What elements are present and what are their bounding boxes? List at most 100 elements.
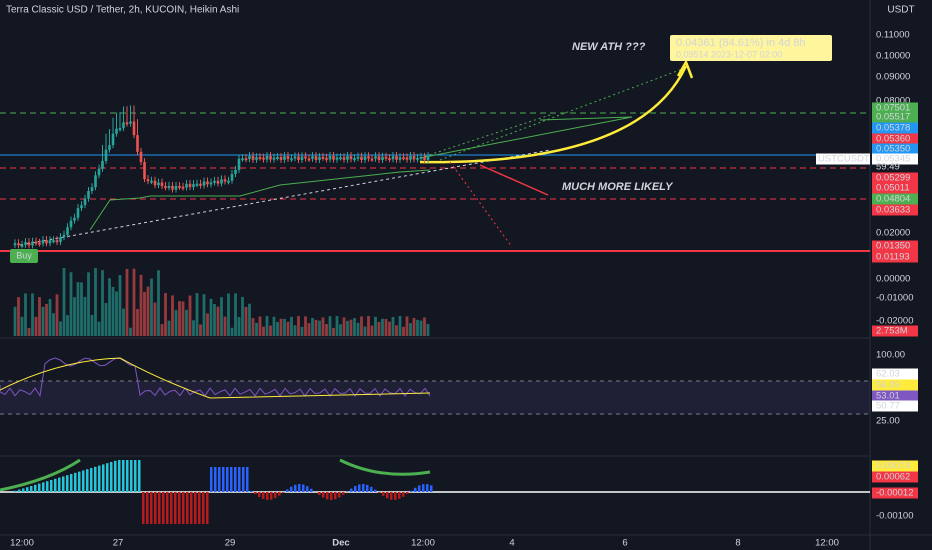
volume-bar: [223, 316, 227, 336]
volume-bar: [258, 316, 262, 336]
supertrend: [89, 169, 431, 231]
candle: [153, 180, 157, 186]
macd-hist: [162, 492, 165, 524]
candle: [55, 240, 59, 243]
volume-bar: [398, 316, 402, 336]
rsi-axis-label: 62.03: [876, 369, 900, 380]
candle: [136, 135, 139, 152]
volume-bar: [55, 294, 59, 336]
candle: [66, 227, 69, 235]
macd-hist: [154, 492, 157, 524]
macd-hist: [14, 490, 17, 492]
candle: [248, 156, 251, 160]
measure-box: [670, 35, 832, 61]
volume-bar: [388, 321, 391, 336]
time-axis-label: Dec: [332, 538, 349, 549]
volume-bar: [374, 316, 377, 336]
candle: [391, 156, 395, 160]
time-axis-label: 6: [622, 538, 627, 549]
candle: [59, 237, 62, 242]
macd-hist: [118, 460, 121, 492]
macd-hist: [46, 481, 49, 492]
price-axis-label: 59:49: [876, 162, 900, 173]
title: Terra Classic USD / Tether, 2h, KUCOIN, …: [6, 5, 239, 16]
volume-bar: [265, 316, 269, 336]
price-tag: [872, 111, 918, 123]
volume-bar: [195, 293, 199, 336]
candle: [188, 183, 192, 188]
ath-curve: [419, 65, 688, 164]
macd-hist: [430, 485, 433, 492]
candle: [269, 156, 272, 160]
candle: [402, 157, 405, 160]
volume-bar: [363, 326, 367, 336]
macd-hist: [58, 477, 61, 492]
volume-bar: [192, 320, 195, 336]
volume-bar: [45, 303, 48, 336]
macd-hist: [138, 460, 141, 492]
rsi-axis-label: 25.00: [876, 416, 900, 427]
macd-axis-label: 0.00074: [876, 461, 910, 472]
volume-bar: [13, 306, 17, 336]
candle: [73, 217, 76, 221]
macd-hist: [170, 492, 173, 524]
volume-bar: [62, 268, 66, 336]
macd-hist: [94, 466, 97, 492]
price-axis-label: 0.05299: [876, 173, 910, 184]
candle: [20, 244, 24, 247]
volume-bar: [181, 301, 185, 336]
candle: [27, 242, 31, 246]
volume-bar: [384, 318, 388, 336]
volume-bar: [202, 294, 206, 336]
candle: [262, 157, 265, 160]
price-tag: [872, 204, 918, 216]
price-tag: [872, 379, 918, 391]
volume-bar: [76, 282, 80, 336]
candle: [111, 133, 115, 146]
macd-hist: [230, 467, 233, 492]
candle: [325, 157, 328, 160]
volume-bar: [73, 297, 76, 336]
volume-bar: [146, 286, 150, 336]
time-axis-label: 12:00: [10, 538, 34, 549]
macd-hist: [298, 484, 301, 492]
price-axis-label: 0.05345: [876, 154, 910, 165]
macd-hist: [406, 492, 409, 494]
volume-bar: [269, 325, 272, 336]
candle: [272, 157, 276, 160]
candle: [360, 156, 363, 160]
volume-bar: [367, 316, 370, 336]
candle: [416, 157, 419, 160]
candle: [388, 158, 391, 161]
volume-bar: [290, 316, 293, 336]
candle: [160, 182, 164, 187]
volume-bar: [20, 316, 24, 336]
candle: [87, 190, 90, 199]
candle: [209, 182, 213, 185]
volume-bar: [38, 297, 41, 336]
candle: [409, 156, 412, 160]
volume-bar: [139, 274, 143, 336]
volume-bar: [66, 315, 69, 336]
macd-hist: [410, 490, 413, 492]
candle: [34, 241, 38, 244]
buy-tag: [10, 249, 38, 263]
macd-hist: [30, 486, 33, 492]
macd-axis-label: 0.00062: [876, 472, 910, 483]
macd-hist: [418, 485, 421, 492]
candle: [297, 156, 300, 160]
candle: [174, 185, 178, 190]
volume-bar: [297, 316, 300, 336]
volume-bar: [349, 319, 353, 336]
candle: [374, 156, 377, 159]
macd-hist: [90, 468, 93, 492]
macd-hist: [26, 487, 29, 492]
candle: [339, 157, 342, 160]
volume-bar: [94, 268, 97, 336]
volume-bar: [381, 318, 384, 336]
volume-bar: [360, 316, 363, 336]
volume-bar: [251, 318, 255, 336]
macd-hist: [110, 462, 113, 492]
time-axis-label: 8: [735, 538, 740, 549]
price-tag: [872, 193, 918, 205]
